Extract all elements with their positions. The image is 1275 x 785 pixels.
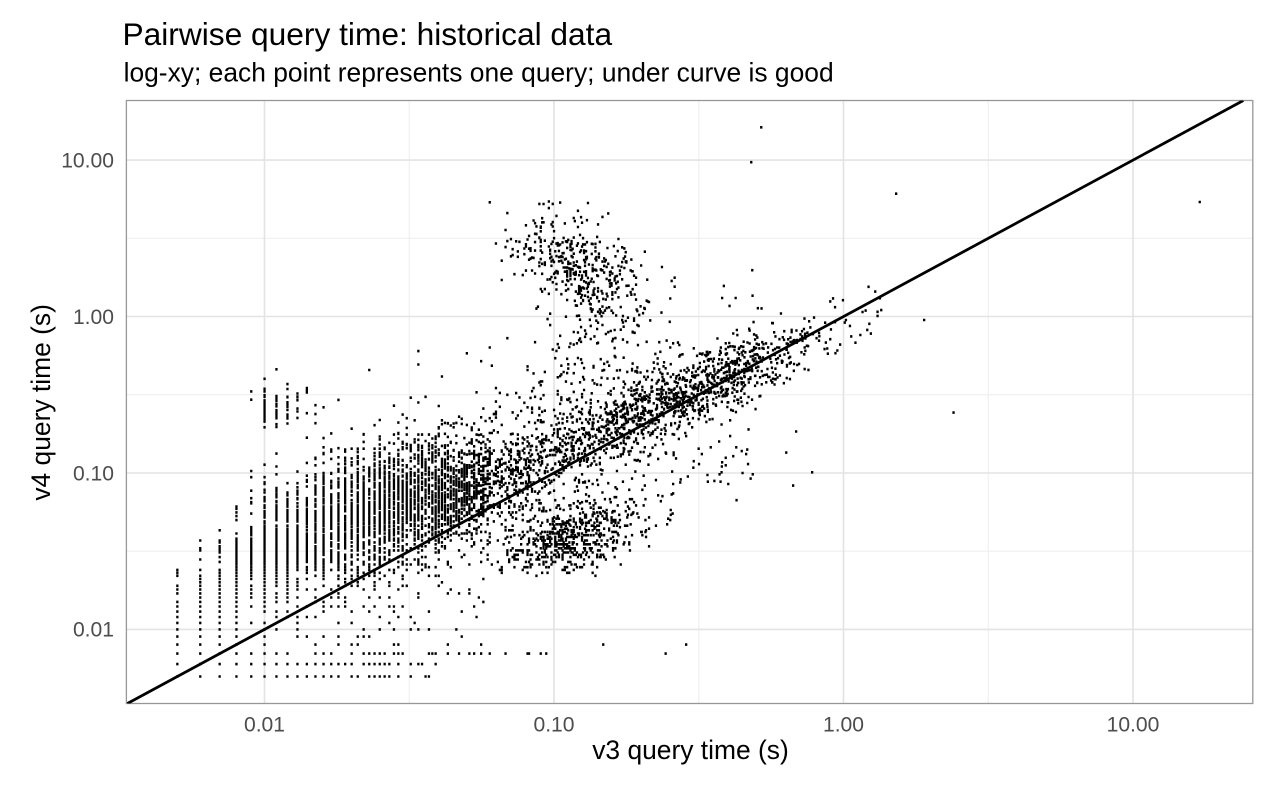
svg-text:v3 query time (s): v3 query time (s) [592,735,789,765]
svg-text:log-xy; each point represents: log-xy; each point represents one query;… [124,58,834,88]
svg-text:0.01: 0.01 [244,713,285,736]
svg-text:10.00: 10.00 [1107,713,1160,736]
svg-text:0.10: 0.10 [533,713,574,736]
svg-text:0.01: 0.01 [73,619,114,642]
svg-text:Pairwise query time: historica: Pairwise query time: historical data [123,16,613,52]
svg-text:v4 query time (s): v4 query time (s) [26,304,56,501]
svg-text:0.10: 0.10 [73,462,114,485]
svg-text:1.00: 1.00 [73,306,114,329]
svg-text:10.00: 10.00 [61,149,114,172]
svg-text:1.00: 1.00 [823,713,864,736]
